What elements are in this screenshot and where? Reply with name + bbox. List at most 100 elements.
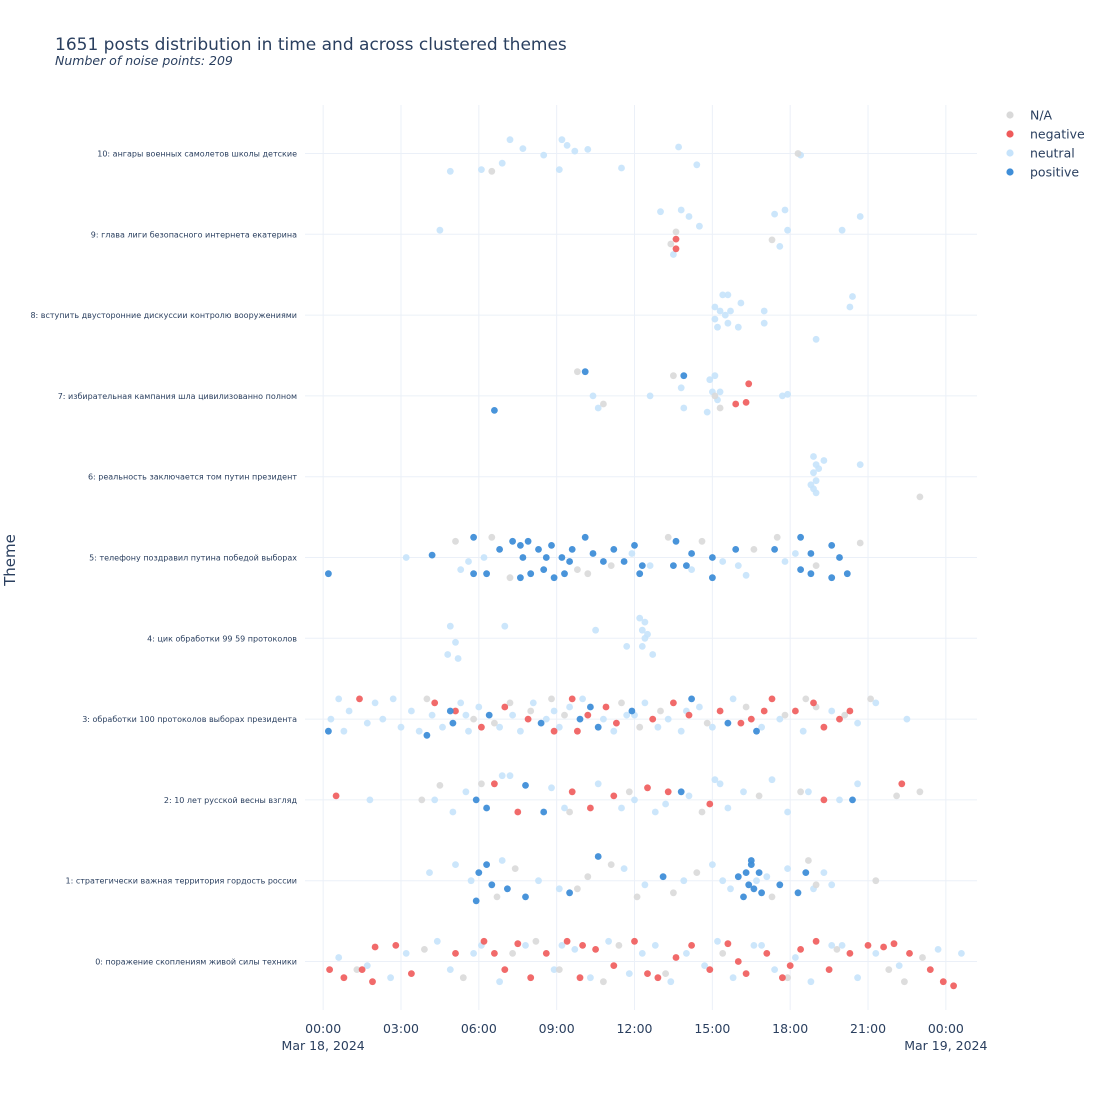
point-neutral-420 [724,319,732,327]
point-positive-325 [672,537,680,545]
point-positive-221 [485,711,493,719]
legend[interactable]: N/A negative neutral positive [1006,108,1085,180]
point-neutral-282 [758,723,765,731]
point-neutral-366 [465,558,472,565]
point-positive-342 [638,562,646,569]
y-tick-label-7: 7: избирательная кампания шла цивилизова… [58,392,297,401]
point-neutral-254 [379,715,387,723]
point-na-141 [574,885,581,893]
point-negative-200 [584,711,592,719]
point-negative-35 [939,978,947,986]
point-negative-205 [685,711,693,719]
y-tick-label-5: 5: телефону поздравил путина победой выб… [89,554,297,563]
x-tick-label-0: 00:00 [305,1021,341,1036]
point-neutral-372 [734,562,742,569]
point-negative-392 [732,400,740,408]
point-na-49 [719,950,727,957]
point-positive-102 [742,869,750,876]
point-neutral-451 [563,142,571,149]
point-neutral-64 [496,978,503,986]
point-positive-347 [807,570,815,578]
point-na-239 [703,719,711,727]
point-na-192 [916,788,924,796]
point-na-232 [470,715,477,723]
point-na-355 [574,566,581,573]
legend-item-negative[interactable]: negative [1006,127,1085,142]
point-negative-32 [880,943,887,951]
point-positive-156 [522,782,529,789]
point-neutral-118 [555,885,563,893]
point-neutral-66 [550,966,558,973]
point-neutral-257 [408,707,415,715]
point-neutral-401 [677,384,685,392]
point-neutral-425 [846,303,854,311]
point-neutral-432 [771,210,778,218]
legend-marker-3 [1006,168,1014,176]
point-na-191 [893,792,900,800]
legend-marker-0 [1006,111,1014,119]
x-tick-label-2: 06:00 [461,1021,497,1036]
legend-item-na[interactable]: N/A [1006,108,1053,123]
point-positive-314 [524,537,532,545]
legend-label-2: neutral [1030,146,1075,161]
point-neutral-82 [854,974,861,982]
legend-item-neutral[interactable]: neutral [1006,146,1075,161]
point-neutral-373 [781,558,789,565]
point-neutral-265 [509,711,516,719]
legend-marker-1 [1006,130,1014,138]
point-positive-324 [631,542,638,549]
point-positive-343 [670,562,677,569]
point-positive-312 [517,542,524,549]
point-neutral-69 [605,937,612,945]
point-positive-348 [828,574,836,582]
point-positive-337 [540,566,548,573]
y-tick-label-8: 8: вступить двусторонние дискуссии контр… [30,311,297,320]
point-na-44 [459,974,467,982]
y-axis-title: Theme [1,534,19,587]
point-na-42 [353,966,361,973]
point-neutral-298 [592,626,599,634]
legend-item-positive[interactable]: positive [1006,165,1079,180]
point-neutral-263 [475,703,483,711]
point-negative-143 [332,792,340,800]
point-positive-224 [594,723,602,731]
point-neutral-117 [535,877,542,885]
point-neutral-63 [470,950,477,957]
point-neutral-62 [446,966,454,973]
y-tick-label-10: 10: ангары военных самолетов школы детск… [97,149,297,158]
point-neutral-384 [856,461,864,468]
point-negative-40 [734,958,742,965]
y-tick-label-1: 1: стратегически важная территория гордо… [66,877,298,886]
point-negative-17 [610,962,618,969]
point-negative-20 [672,954,680,961]
point-negative-33 [906,950,913,957]
point-neutral-280 [709,723,716,731]
point-na-188 [698,808,706,816]
point-neutral-434 [784,226,791,234]
point-neutral-284 [799,727,807,735]
point-neutral-168 [594,780,602,788]
point-positive-335 [517,574,524,582]
point-positive-340 [566,558,573,565]
point-neutral-162 [449,808,457,816]
point-negative-34 [926,966,934,973]
point-negative-39 [644,970,651,977]
point-positive-316 [542,554,550,561]
point-neutral-450 [558,136,566,144]
point-neutral-58 [363,962,371,969]
point-positive-309 [470,533,477,541]
point-neutral-114 [452,861,459,868]
point-positive-327 [709,554,716,561]
point-negative-27 [797,946,804,953]
point-neutral-305 [644,630,651,638]
point-positive-317 [548,542,555,549]
legend-label-3: positive [1030,165,1079,180]
point-neutral-402 [680,404,688,412]
point-neutral-364 [402,554,410,561]
point-na-245 [491,719,498,727]
point-negative-394 [742,399,750,406]
point-na-244 [867,695,874,703]
point-neutral-385 [815,465,823,472]
point-na-391 [716,404,724,412]
point-negative-196 [478,723,485,731]
